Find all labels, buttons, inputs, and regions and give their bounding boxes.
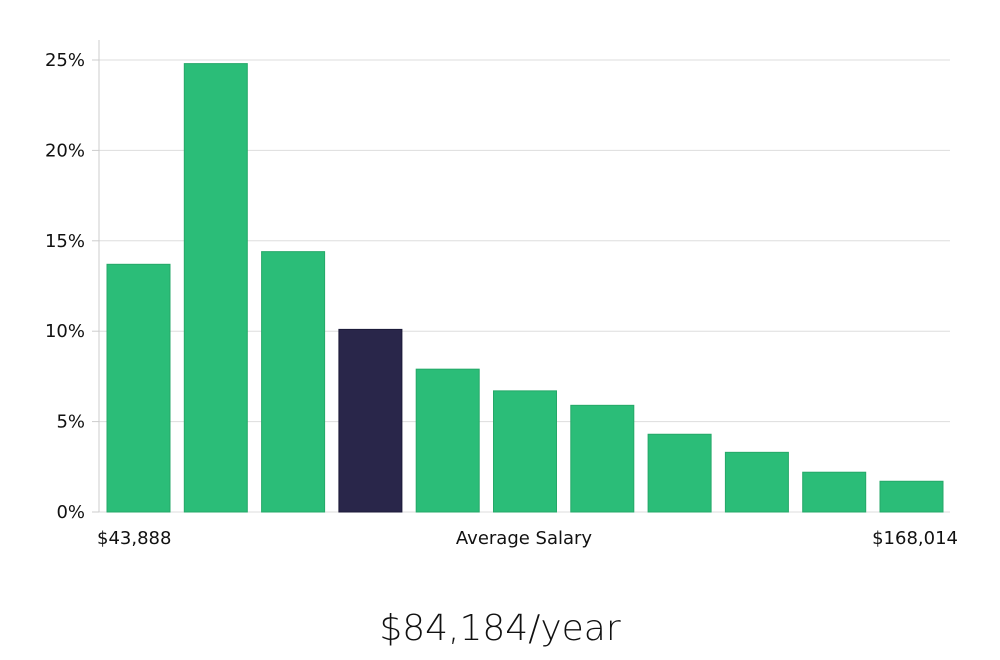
bar: [106, 263, 171, 513]
bar-highlighted: [338, 328, 403, 513]
y-tick-label: 0%: [56, 502, 85, 523]
bar: [493, 390, 557, 513]
y-tick-label: 20%: [45, 140, 85, 161]
bar: [724, 451, 789, 513]
y-tick-label: 10%: [45, 321, 85, 342]
bar: [570, 404, 635, 513]
y-tick-label: 5%: [56, 412, 85, 433]
salary-histogram: 0% 5% 10% 15% 20% 25%: [45, 40, 950, 523]
y-tick-label: 25%: [45, 50, 85, 71]
bar: [183, 63, 248, 513]
bar: [879, 480, 944, 513]
average-salary-value: $84,184/year: [379, 608, 621, 649]
bar: [415, 368, 480, 513]
x-axis-label: Average Salary: [455, 528, 593, 549]
x-min-label: $43,888: [97, 528, 172, 549]
bar: [647, 433, 712, 513]
y-tick-label: 15%: [45, 231, 85, 252]
bar: [261, 251, 326, 513]
x-max-label: $168,014: [872, 528, 958, 549]
bar: [802, 471, 867, 513]
